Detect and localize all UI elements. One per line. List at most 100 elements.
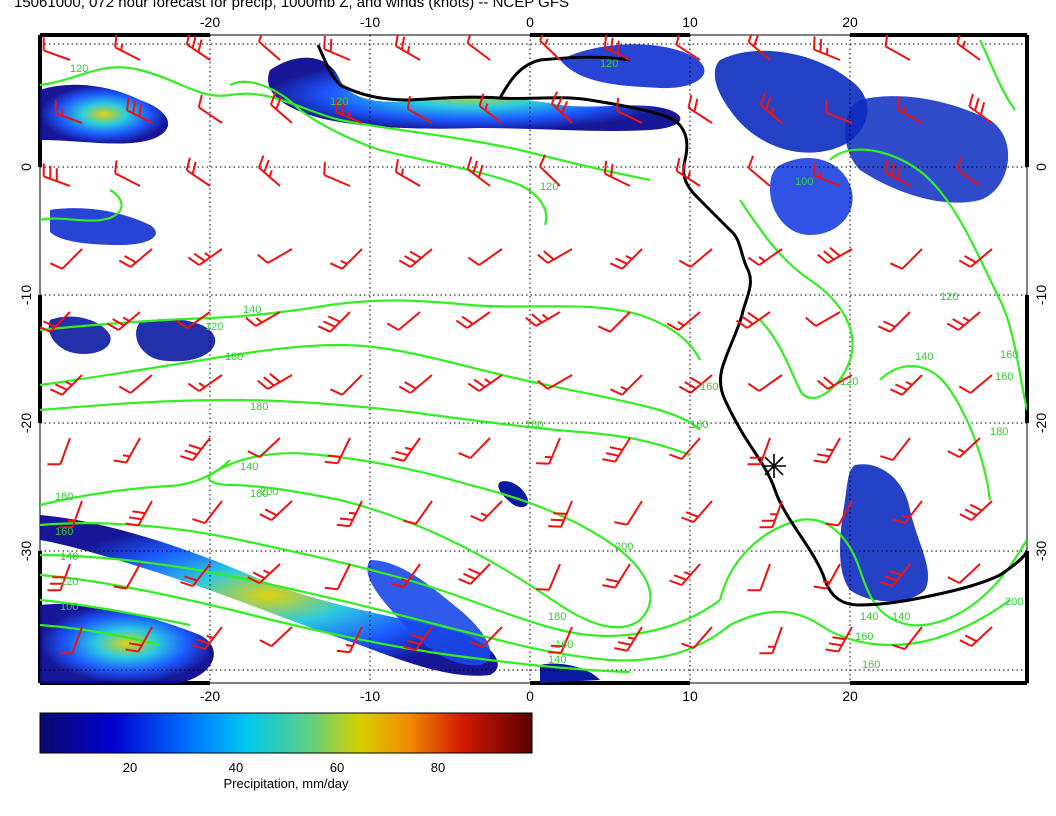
wind-barb	[403, 626, 433, 651]
wind-barb	[391, 563, 421, 588]
contour-160-c	[40, 553, 731, 662]
wind-barb	[118, 374, 153, 394]
wind-barb	[187, 374, 223, 392]
colorbar-label: Precipitation, mm/day	[224, 776, 349, 791]
wind-barb	[759, 500, 783, 529]
y-tick-right: -10	[1033, 285, 1049, 305]
contour-label: 180	[548, 611, 566, 623]
y-tick-left: -20	[18, 413, 34, 433]
y-tick-left: 0	[18, 163, 34, 171]
wind-barb	[956, 35, 981, 61]
contour-label: 140	[548, 654, 566, 666]
wind-barb	[386, 311, 421, 331]
contour-label: 140	[240, 461, 258, 473]
wind-barb	[391, 437, 421, 462]
wind-barb	[609, 248, 643, 270]
wind-barb	[185, 35, 211, 61]
x-tick-bottom: 20	[842, 688, 858, 704]
wind-barb	[892, 500, 923, 525]
colorbar-tick: 40	[229, 760, 243, 775]
contour-label: 120	[540, 181, 558, 193]
wind-barb	[675, 35, 701, 61]
precip-central-africa	[770, 157, 853, 235]
contour-label: 160	[862, 659, 880, 671]
wind-barb	[597, 311, 631, 333]
x-tick-bottom: -20	[200, 688, 220, 704]
wind-barb	[175, 311, 211, 329]
wind-barb	[968, 93, 993, 124]
wind-barb	[259, 500, 293, 521]
wind-barb	[467, 248, 503, 266]
coastline-west-africa	[316, 44, 1027, 607]
wind-barb	[59, 626, 83, 655]
wind-barb	[113, 437, 141, 464]
wind-barb	[180, 437, 211, 462]
wind-barb	[825, 500, 853, 527]
contour-label: 180	[225, 351, 243, 363]
contour-180-b	[40, 398, 691, 457]
wind-barb	[614, 500, 643, 526]
wind-barb	[257, 35, 281, 61]
wind-barb	[192, 626, 223, 651]
wind-barb	[959, 626, 993, 647]
x-tick-top: -10	[360, 14, 380, 30]
wind-barb	[759, 92, 783, 124]
colorbar-tick: 80	[431, 760, 445, 775]
wind-barb	[825, 626, 853, 653]
wind-barb	[49, 248, 83, 270]
wind-barb	[536, 437, 561, 465]
wind-barb	[42, 163, 71, 187]
precip-west-blob	[50, 208, 156, 245]
wind-barb	[324, 563, 351, 591]
coastline-north	[498, 55, 631, 99]
wind-barb	[336, 626, 363, 654]
wind-barb	[666, 311, 701, 331]
contour-140-c	[40, 573, 631, 674]
wind-barb	[747, 374, 783, 392]
wind-barb	[805, 311, 841, 327]
wind-barb	[40, 311, 71, 333]
precip-sw-band	[40, 515, 498, 676]
y-tick-left: -30	[18, 541, 34, 561]
contour-140-east	[729, 599, 1011, 647]
contour-160-east	[718, 518, 1027, 627]
precip-northeast-cluster	[714, 50, 868, 153]
wind-barb	[735, 311, 771, 329]
contour-label: 120	[840, 376, 858, 388]
contour-label: 200	[1005, 596, 1023, 608]
x-tick-bottom: -10	[360, 688, 380, 704]
contour-labels: 120 120 120 120 100 120 140 160 180 180 180 160 140 2…	[55, 58, 1023, 671]
contour-label: 120	[205, 321, 223, 333]
precip-band-north-west	[40, 84, 169, 144]
wind-barb	[681, 500, 713, 524]
colorbar-ramp	[39, 712, 533, 754]
wind-barb	[335, 99, 363, 124]
wind-barb	[615, 97, 643, 124]
contour-100-se	[739, 199, 854, 400]
wind-barb	[889, 248, 923, 270]
x-tick-top: 20	[842, 14, 858, 30]
wind-barb	[947, 563, 981, 584]
wind-barb	[54, 100, 83, 124]
wind-barb	[813, 563, 841, 590]
wind-barb	[669, 563, 701, 587]
wind-barb	[323, 162, 351, 187]
contour-label: 180	[990, 426, 1008, 438]
wind-barb	[537, 248, 573, 264]
wind-barb	[329, 374, 363, 396]
contour-label: 180	[525, 419, 543, 431]
contour-180-a	[40, 343, 701, 431]
wind-barb	[180, 563, 211, 588]
contour-120-south-africa	[829, 148, 1027, 411]
contour-120-north	[40, 66, 651, 182]
wind-barb	[329, 248, 363, 270]
wind-barb	[317, 311, 351, 333]
wind-barb	[817, 246, 853, 264]
contour-label: 200	[615, 541, 633, 553]
wind-barb	[602, 437, 631, 463]
contour-label: 140	[60, 551, 78, 563]
wind-barb	[548, 500, 573, 528]
contour-200-a	[207, 452, 652, 629]
wind-barb	[603, 160, 631, 187]
precip-west-small-2	[136, 318, 216, 362]
